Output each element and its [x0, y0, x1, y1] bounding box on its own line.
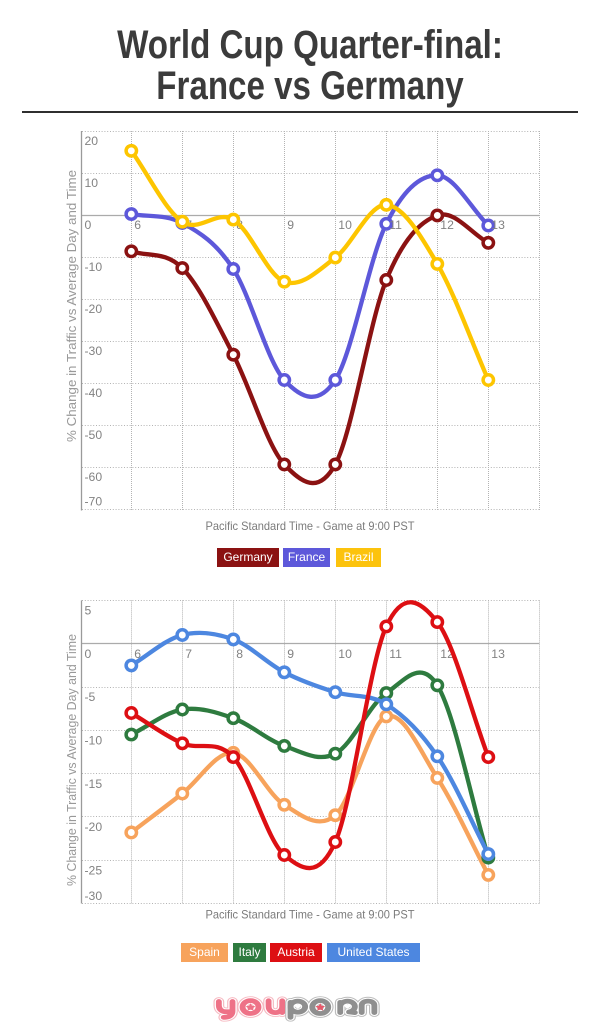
svg-text:% Change in Traffic vs Average: % Change in Traffic vs Average Day and T…: [64, 170, 79, 442]
svg-text:-20: -20: [85, 820, 103, 834]
svg-text:Pacific Standard Time - Game a: Pacific Standard Time - Game at 9:00 PST: [206, 908, 416, 922]
svg-text:9: 9: [287, 218, 294, 232]
svg-text:7: 7: [185, 647, 192, 661]
svg-text:9: 9: [287, 647, 294, 661]
svg-text:-25: -25: [85, 863, 103, 877]
svg-text:-15: -15: [85, 777, 103, 791]
svg-text:-10: -10: [85, 734, 103, 748]
svg-text:12: 12: [440, 218, 454, 232]
svg-text:13: 13: [491, 218, 505, 232]
svg-text:0: 0: [85, 218, 92, 232]
svg-text:% Change in Traffic vs Average: % Change in Traffic vs Average Day and T…: [64, 634, 79, 886]
svg-text:10: 10: [338, 647, 352, 661]
svg-text:-5: -5: [85, 690, 96, 704]
svg-text:8: 8: [236, 647, 243, 661]
svg-text:10: 10: [85, 176, 99, 190]
svg-text:-40: -40: [85, 386, 103, 400]
svg-text:11: 11: [389, 647, 402, 661]
svg-text:6: 6: [134, 218, 141, 232]
svg-text:13: 13: [491, 647, 505, 661]
svg-text:5: 5: [85, 604, 92, 618]
svg-text:-70: -70: [85, 494, 103, 508]
svg-text:20: 20: [85, 134, 99, 148]
svg-text:11: 11: [389, 218, 402, 232]
svg-text:6: 6: [134, 647, 141, 661]
svg-text:-60: -60: [85, 470, 103, 484]
svg-text:-20: -20: [85, 302, 103, 316]
svg-text:-10: -10: [85, 260, 103, 274]
svg-text:0: 0: [85, 647, 92, 661]
svg-text:-50: -50: [85, 428, 103, 442]
svg-text:Pacific Standard Time - Game a: Pacific Standard Time - Game at 9:00 PST: [206, 519, 416, 533]
svg-text:-30: -30: [85, 344, 103, 358]
svg-text:10: 10: [338, 218, 352, 232]
svg-text:-30: -30: [85, 889, 103, 903]
